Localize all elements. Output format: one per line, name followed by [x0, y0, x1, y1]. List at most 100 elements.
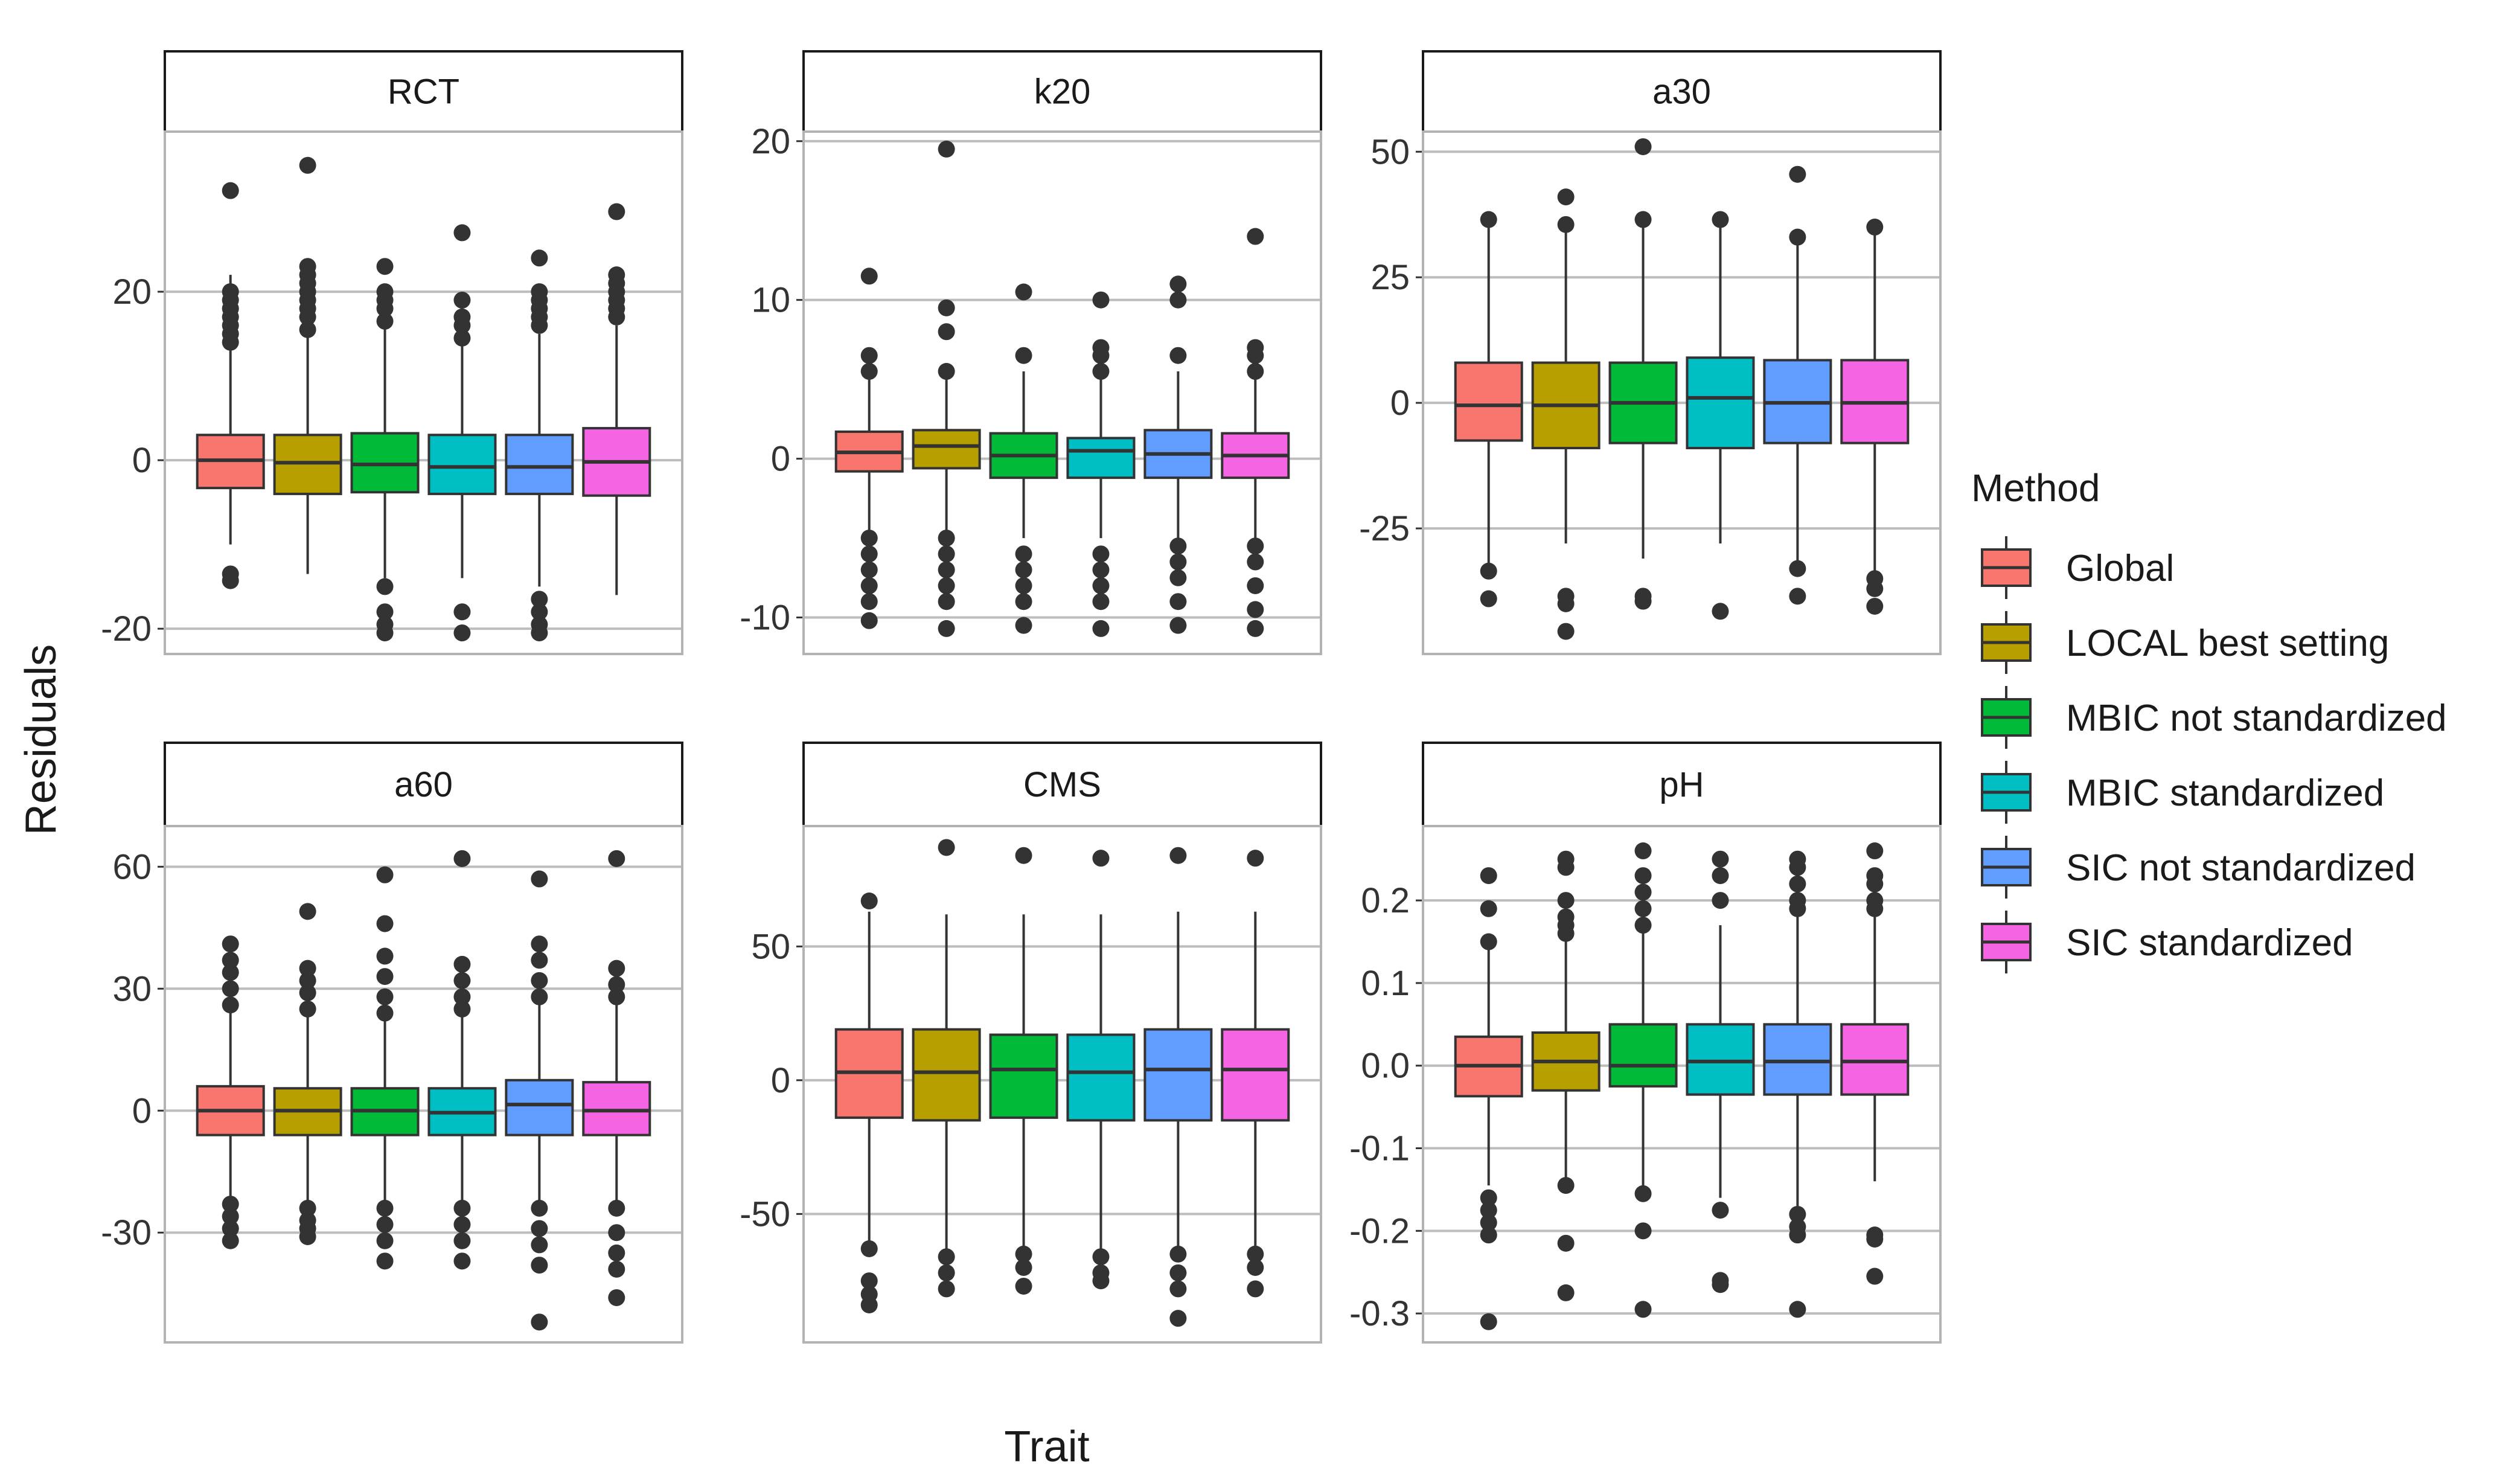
- outlier-point: [1789, 228, 1806, 246]
- outlier-point: [453, 624, 471, 642]
- outlier-point: [222, 980, 239, 998]
- box-iqr: [1454, 361, 1523, 442]
- strip-label: pH: [1659, 765, 1704, 804]
- box-global: [196, 182, 265, 589]
- panel-border: [164, 130, 683, 655]
- outlier-point: [1634, 883, 1652, 901]
- outlier-point: [1169, 617, 1187, 634]
- outlier-point: [938, 323, 955, 341]
- outlier-point: [1634, 592, 1652, 610]
- y-tick-label: 50: [751, 927, 790, 966]
- outlier-point: [222, 996, 239, 1014]
- outlier-point: [453, 1216, 471, 1233]
- outlier-point: [1247, 537, 1264, 555]
- box-iqr: [427, 434, 497, 495]
- y-axis-title: Residuals: [17, 644, 65, 835]
- outlier-point: [1247, 339, 1264, 356]
- outlier-point: [1169, 1280, 1187, 1298]
- outlier-point: [1634, 867, 1652, 885]
- outlier-point: [222, 1208, 239, 1225]
- y-tick-label: -30: [101, 1213, 152, 1252]
- y-tick-label: 60: [112, 847, 152, 886]
- y-tick-label: 25: [1370, 258, 1410, 297]
- outlier-point: [1092, 291, 1110, 309]
- outlier-point: [938, 545, 955, 563]
- panel-border: [1422, 130, 1942, 655]
- legend-label: MBIC standardized: [2066, 772, 2384, 814]
- outlier-point: [376, 1216, 394, 1233]
- outlier-point: [1015, 577, 1032, 594]
- box-local-best-setting: [912, 839, 981, 1298]
- strip-label: CMS: [1023, 765, 1101, 804]
- outlier-point: [938, 363, 955, 380]
- legend-label: SIC standardized: [2066, 922, 2353, 964]
- outlier-point: [1866, 842, 1884, 860]
- outlier-point: [1015, 617, 1032, 634]
- outlier-point: [1092, 850, 1110, 867]
- outlier-point: [1557, 1177, 1575, 1194]
- y-tick-label: 30: [112, 969, 152, 1008]
- outlier-point: [1015, 847, 1032, 864]
- outlier-point: [608, 1224, 625, 1242]
- outlier-point: [608, 266, 625, 284]
- box-local-best-setting: [1531, 850, 1601, 1301]
- outlier-point: [299, 1000, 316, 1018]
- outlier-point: [1557, 623, 1575, 640]
- outlier-point: [376, 1199, 394, 1217]
- y-tick-label: 50: [1370, 132, 1410, 171]
- outlier-point: [376, 578, 394, 595]
- outlier-point: [1712, 603, 1729, 620]
- outlier-point: [222, 1220, 239, 1237]
- box-iqr: [505, 434, 574, 495]
- outlier-point: [1247, 228, 1264, 245]
- box-sic-standardized: [582, 203, 651, 595]
- outlier-point: [860, 893, 878, 910]
- legend-label: Global: [2066, 548, 2174, 589]
- outlier-point: [531, 1199, 548, 1217]
- outlier-point: [1789, 850, 1806, 868]
- outlier-point: [1092, 339, 1110, 356]
- box-local-best-setting: [1531, 188, 1601, 640]
- box-global: [834, 268, 904, 629]
- outlier-point: [222, 964, 239, 981]
- outlier-point: [453, 603, 471, 621]
- strip-background: [164, 50, 683, 133]
- box-iqr: [912, 429, 981, 470]
- outlier-point: [1247, 1245, 1264, 1263]
- outlier-point: [376, 866, 394, 883]
- box-iqr: [912, 1028, 981, 1122]
- box-sic-standardized: [582, 850, 651, 1306]
- outlier-point: [1480, 1313, 1497, 1330]
- outlier-point: [1557, 908, 1575, 926]
- box-sic-not-standardized: [1763, 850, 1832, 1318]
- outlier-point: [1634, 1185, 1652, 1202]
- outlier-point: [376, 988, 394, 1005]
- box-sic-standardized: [1221, 850, 1290, 1298]
- outlier-point: [222, 572, 239, 589]
- outlier-point: [1169, 1310, 1187, 1327]
- outlier-point: [1634, 138, 1652, 155]
- outlier-point: [938, 593, 955, 611]
- outlier-point: [860, 577, 878, 594]
- y-tick-label: -0.1: [1349, 1129, 1410, 1168]
- outlier-point: [1557, 1234, 1575, 1252]
- outlier-point: [531, 952, 548, 969]
- outlier-point: [860, 347, 878, 364]
- box-sic-not-standardized: [1763, 165, 1832, 605]
- outlier-point: [453, 955, 471, 973]
- outlier-point: [299, 984, 316, 1002]
- outlier-point: [1247, 363, 1264, 380]
- outlier-point: [1247, 577, 1264, 594]
- legend-title: Method: [1971, 466, 2100, 510]
- outlier-point: [938, 561, 955, 578]
- outlier-point: [1634, 917, 1652, 934]
- outlier-point: [376, 947, 394, 965]
- outlier-point: [1634, 842, 1652, 860]
- outlier-point: [453, 850, 471, 867]
- outlier-point: [608, 988, 625, 1005]
- outlier-point: [1247, 601, 1264, 618]
- box-local-best-setting: [912, 140, 981, 637]
- outlier-point: [453, 1199, 471, 1217]
- outlier-point: [531, 1236, 548, 1254]
